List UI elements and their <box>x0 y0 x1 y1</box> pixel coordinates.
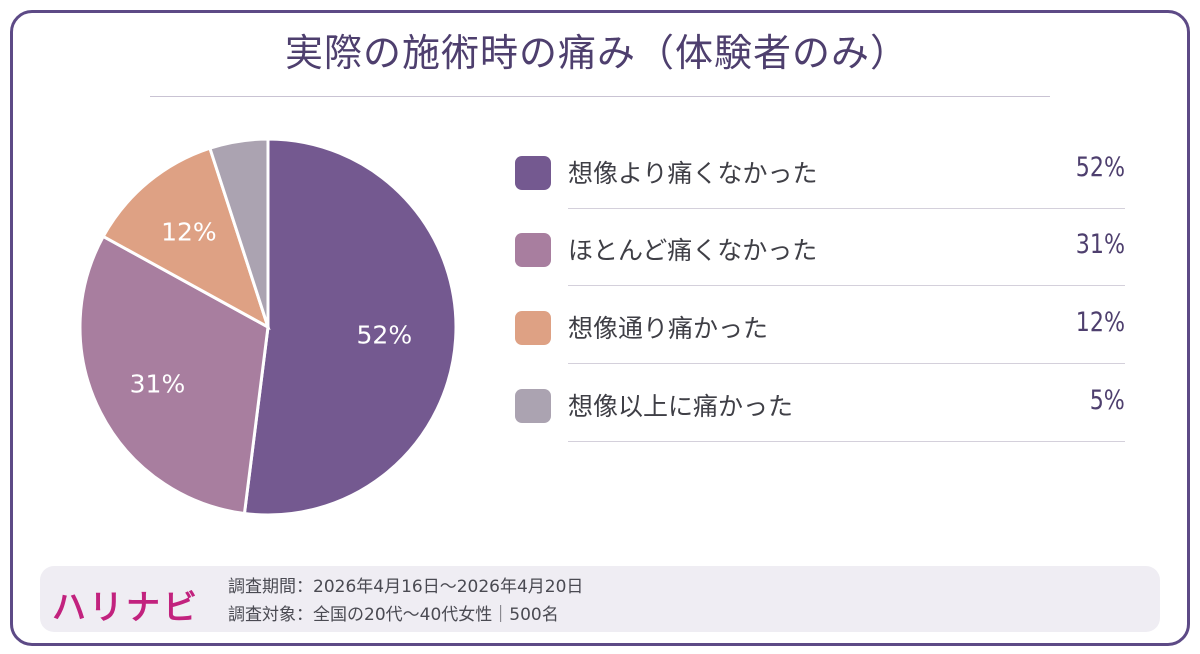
legend-value: 5% <box>1089 385 1125 416</box>
legend-swatch <box>515 233 551 267</box>
legend-value: 31% <box>1075 229 1125 260</box>
legend-item: 想像より痛くなかった 52% <box>515 152 1125 214</box>
pie-labels: 52% 31% 12% <box>130 217 412 398</box>
legend-divider <box>568 285 1125 286</box>
pie-slice <box>101 146 271 331</box>
title-divider <box>150 96 1050 97</box>
pie-slice <box>242 137 458 517</box>
survey-target: 調査対象：全国の20代〜40代女性｜500名 <box>228 605 559 625</box>
legend-swatch <box>515 156 551 190</box>
legend-item: ほとんど痛くなかった 31% <box>515 229 1125 291</box>
legend-label: 想像通り痛かった <box>568 314 769 343</box>
legend-divider <box>568 363 1125 364</box>
legend-value: 12% <box>1075 307 1125 338</box>
legend-divider <box>568 441 1125 442</box>
chart-title: 実際の施術時の痛み（体験者のみ） <box>284 31 909 75</box>
survey-footer: ハリナビ 調査期間：2026年4月16日〜2026年4月20日 調査対象：全国の… <box>40 566 1160 632</box>
legend-swatch <box>515 389 551 423</box>
legend-value: 52% <box>1075 152 1125 183</box>
pie-slices <box>78 137 458 517</box>
legend-label: ほとんど痛くなかった <box>568 236 818 265</box>
slice-data-label: 12% <box>161 217 217 246</box>
pie-slice <box>78 234 270 516</box>
pie-slice <box>208 137 270 328</box>
slice-data-label: 31% <box>130 369 186 398</box>
legend-swatch <box>515 311 551 345</box>
brand-logo: ハリナビ <box>52 588 200 628</box>
slice-data-label: 52% <box>357 320 413 349</box>
legend-item: 想像通り痛かった 12% <box>515 307 1125 369</box>
legend-label: 想像以上に痛かった <box>568 392 794 421</box>
survey-period: 調査期間：2026年4月16日〜2026年4月20日 <box>228 577 584 597</box>
legend-label: 想像より痛くなかった <box>568 159 818 188</box>
legend-divider <box>568 208 1125 209</box>
legend-item: 想像以上に痛かった 5% <box>515 385 1125 447</box>
